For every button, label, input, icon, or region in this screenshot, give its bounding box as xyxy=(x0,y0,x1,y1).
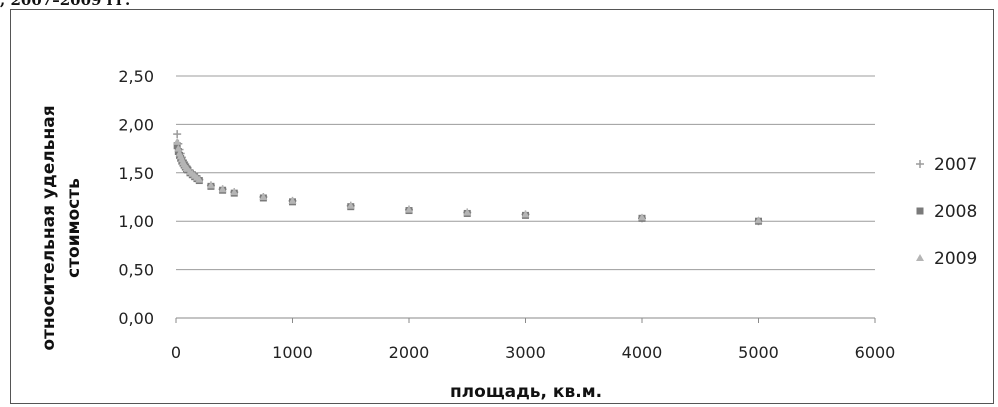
data-point-2009 xyxy=(638,213,646,221)
y-axis-label-line-2: стоимость xyxy=(64,178,84,278)
x-tick-label: 3000 xyxy=(505,343,546,362)
data-point-2009 xyxy=(195,175,204,183)
legend-label-2008: 2008 xyxy=(934,202,977,222)
legend-marker-2008 xyxy=(916,207,924,215)
chart-frame xyxy=(10,9,994,404)
data-point-2009 xyxy=(463,208,472,216)
data-point-2009 xyxy=(174,144,183,152)
data-point-2009 xyxy=(230,188,239,196)
legend: 2007 2008 2009 xyxy=(916,155,977,269)
y-tick-label: 0,00 xyxy=(118,309,154,328)
x-tick-label: 1000 xyxy=(272,343,313,362)
legend-label-2007: 2007 xyxy=(934,155,977,175)
data-point-2009 xyxy=(259,193,268,200)
x-axis-label: площадь, кв.м. xyxy=(450,382,602,402)
y-axis-label-line-1: относительная удельная xyxy=(39,105,59,350)
x-tick-label: 5000 xyxy=(738,343,779,362)
data-points xyxy=(173,130,763,226)
data-point-2009 xyxy=(288,196,297,204)
data-point-2009 xyxy=(754,216,763,224)
gridlines xyxy=(176,75,875,319)
y-tick-label: 1,50 xyxy=(118,164,154,183)
legend-marker-2009 xyxy=(916,254,924,261)
legend-label-2009: 2009 xyxy=(934,249,977,269)
data-point-2007 xyxy=(173,130,182,139)
data-point-2009 xyxy=(173,137,182,145)
x-tick-label: 0 xyxy=(171,343,181,362)
x-tick-label: 4000 xyxy=(622,343,663,362)
data-point-2009 xyxy=(206,181,215,189)
data-point-2009 xyxy=(521,210,530,218)
legend-marker-2007 xyxy=(916,160,924,168)
y-tick-label: 1,00 xyxy=(118,212,154,231)
x-tick-label: 2000 xyxy=(389,343,430,362)
data-point-2009 xyxy=(218,185,227,193)
data-point-2008 xyxy=(173,142,181,150)
x-axis-ticks: 0 1000 2000 3000 4000 5000 6000 xyxy=(171,318,895,362)
y-axis-ticks: 0,00 0,50 1,00 1,50 2,00 2,50 xyxy=(118,67,154,328)
figure-caption-fragment: , 2007–2009 гг. xyxy=(0,0,131,9)
data-point-2009 xyxy=(346,201,355,209)
y-tick-label: 2,00 xyxy=(118,115,154,134)
data-point-2009 xyxy=(405,205,413,213)
y-tick-label: 2,50 xyxy=(118,67,154,86)
x-tick-label: 6000 xyxy=(855,343,896,362)
y-tick-label: 0,50 xyxy=(118,261,154,280)
